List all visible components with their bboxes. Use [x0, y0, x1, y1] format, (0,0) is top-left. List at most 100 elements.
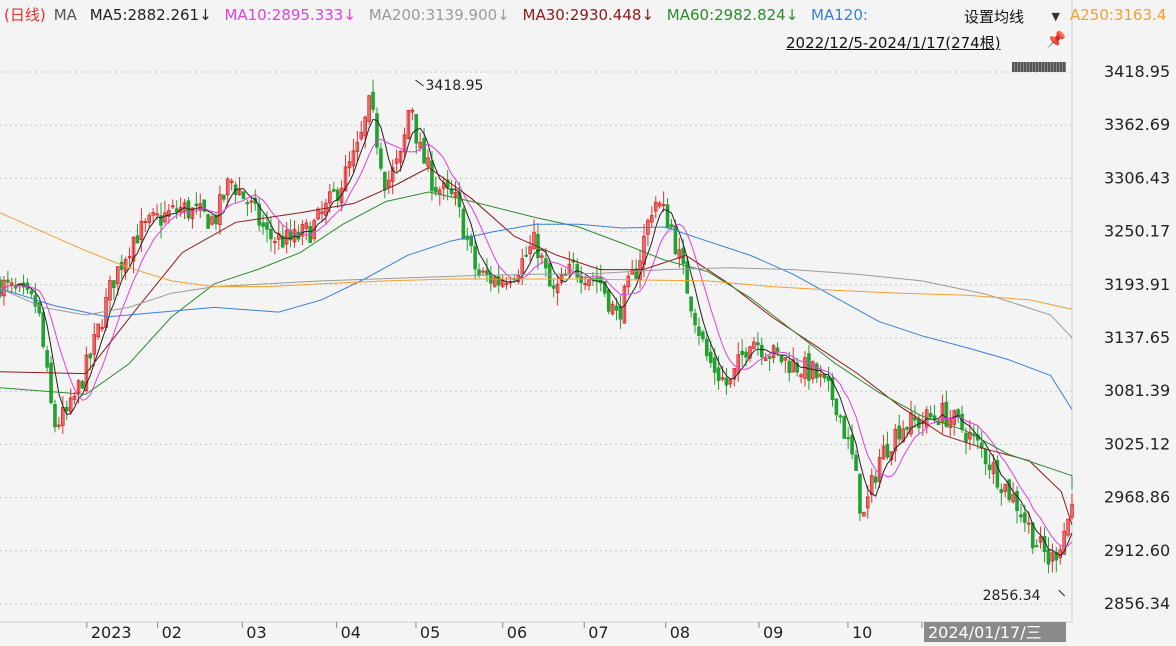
candle-up	[328, 191, 332, 204]
candle-down	[795, 362, 799, 373]
candle-down	[112, 280, 116, 289]
candle-down	[524, 254, 528, 257]
candle-down	[767, 356, 772, 359]
candle-up	[453, 191, 458, 198]
ma250-legend: A250:3163.4	[1070, 6, 1167, 24]
date-range-label[interactable]: 2022/12/5-2024/1/17(274根)	[786, 34, 1001, 52]
candle-up	[866, 496, 870, 509]
candle-down	[269, 228, 273, 240]
candle-down	[496, 276, 501, 286]
candle-down	[206, 214, 210, 229]
scrollbar-thumb[interactable]	[1012, 62, 1066, 72]
x-tick-label: 2023	[91, 623, 132, 642]
ma5-legend: MA5:2882.261↓	[89, 6, 212, 24]
candle-up	[355, 141, 360, 153]
candle-up	[818, 373, 823, 377]
candle-up	[300, 224, 305, 237]
candle-down	[598, 277, 603, 284]
candle-down	[897, 425, 902, 440]
candle-up	[481, 270, 485, 273]
candle-up	[732, 367, 737, 380]
candle-up	[284, 229, 289, 245]
candle-up	[610, 303, 615, 315]
y-tick-label: 2912.60	[1104, 541, 1170, 560]
candle-down	[383, 171, 387, 191]
candle-down	[606, 289, 611, 312]
ma120-line	[0, 223, 1073, 410]
ma-settings-dropdown[interactable]: 设置均线 ▼	[958, 4, 1066, 30]
y-tick-label: 3081.39	[1104, 381, 1170, 400]
candle-up	[426, 157, 430, 167]
candle-up	[292, 228, 297, 243]
pin-icon[interactable]: 📌	[1046, 30, 1066, 49]
candle-down	[469, 235, 474, 247]
candle-down	[434, 186, 438, 193]
candle-down	[414, 113, 419, 144]
candle-up	[728, 379, 733, 385]
candle-up	[390, 167, 395, 182]
candle-down	[88, 353, 93, 359]
candle-down	[544, 258, 548, 269]
candle-up	[229, 180, 234, 184]
ma-legend: (日线) MA MA5:2882.261↓ MA10:2895.333↓ MA20…	[4, 4, 1170, 26]
candle-down	[858, 473, 862, 514]
candle-up	[626, 275, 631, 288]
candle-up	[940, 402, 945, 423]
candle-up	[96, 323, 100, 338]
candle-up	[163, 212, 167, 223]
candle-down	[618, 306, 623, 320]
candle-down	[257, 203, 261, 226]
candle-up	[402, 134, 407, 153]
candle-up	[492, 277, 497, 287]
candle-down	[779, 354, 784, 363]
y-tick-label: 2968.86	[1104, 488, 1170, 507]
cursor-date-box	[924, 622, 1066, 642]
candle-down	[787, 360, 792, 374]
x-tick-label: 07	[588, 623, 608, 642]
candle-up	[1038, 536, 1043, 543]
period-label: (日线)	[4, 6, 46, 24]
candle-up	[339, 187, 344, 204]
candle-up	[406, 110, 411, 139]
candle-down	[202, 199, 206, 212]
candle-down	[928, 412, 933, 418]
candle-down	[49, 362, 53, 404]
grid-layer: 3418.95 3362.69 3306.43 3250.17 3193.91 3137.…	[0, 62, 1170, 613]
ma200-legend: MA200:3139.900↓	[368, 6, 510, 24]
candle-up	[1066, 518, 1070, 536]
candle-up	[249, 200, 254, 203]
y-tick-label: 3250.17	[1104, 222, 1170, 241]
candle-down	[6, 279, 10, 283]
candle-down	[708, 351, 713, 363]
candle-down	[807, 353, 811, 381]
candle-down	[1034, 545, 1039, 548]
candle-up	[1003, 483, 1008, 492]
candle-up	[748, 346, 752, 359]
candle-down	[846, 437, 850, 440]
x-tick-label: 09	[763, 623, 783, 642]
candle-down	[1046, 549, 1051, 565]
candle-up	[881, 445, 886, 460]
candle-up	[948, 419, 953, 429]
ma120-legend: MA120:	[811, 6, 868, 24]
candle-up	[84, 354, 89, 392]
candle-down	[33, 295, 38, 307]
candle-down	[194, 203, 199, 207]
candle-up	[139, 221, 144, 241]
candle-down	[265, 222, 269, 230]
candle-down	[999, 489, 1004, 494]
candle-down	[45, 350, 49, 368]
candle-down	[261, 222, 265, 227]
candle-up	[791, 359, 796, 373]
candle-up	[653, 201, 658, 212]
candle-down	[634, 268, 638, 279]
candle-up	[657, 202, 662, 207]
candle-down	[602, 281, 607, 294]
candle-down	[842, 416, 847, 439]
candle-up	[410, 109, 415, 113]
candle-up	[316, 208, 320, 220]
candle-down	[685, 261, 689, 294]
candle-up	[799, 374, 803, 378]
